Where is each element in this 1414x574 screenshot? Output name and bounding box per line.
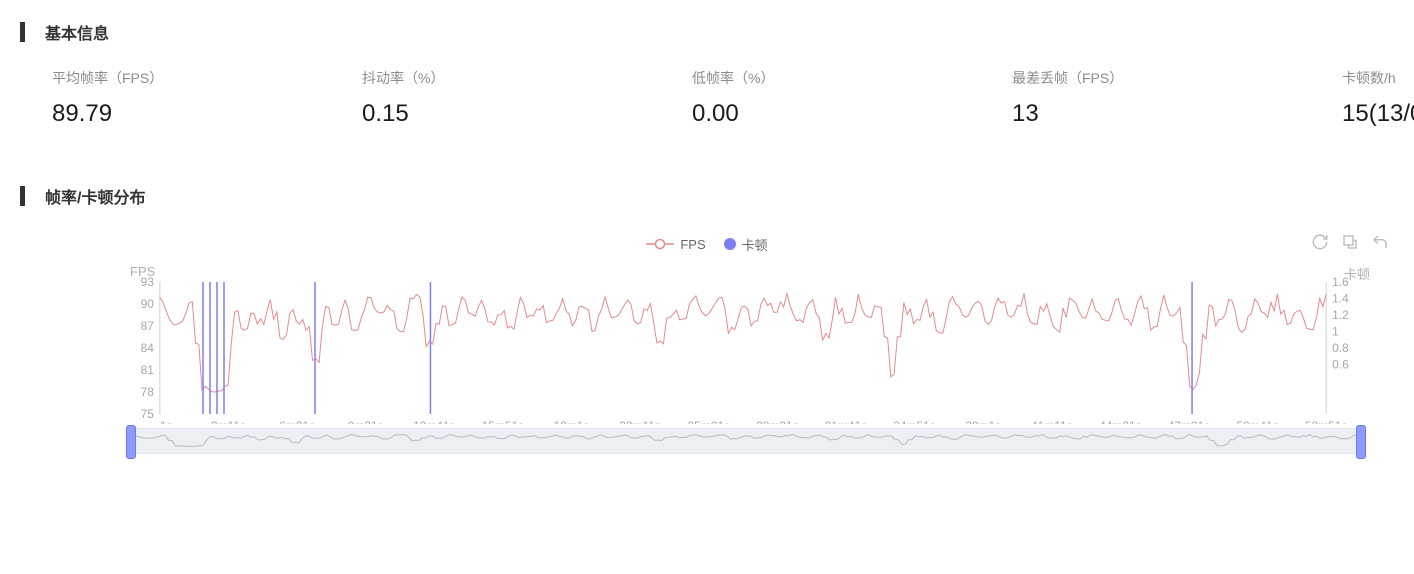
- legend-fps-marker-icon: [646, 238, 674, 250]
- svg-text:87: 87: [141, 319, 155, 333]
- stat-label: 低帧率（%）: [692, 68, 1002, 88]
- svg-text:84: 84: [141, 341, 155, 355]
- svg-text:34m51s: 34m51s: [893, 419, 935, 424]
- legend-stall-marker-icon: [724, 238, 736, 250]
- legend-stall-label: 卡顿: [742, 235, 768, 254]
- basic-info-title: 基本信息: [45, 20, 109, 44]
- section-bar-icon: [20, 186, 25, 206]
- brush-handle-left[interactable]: [127, 426, 135, 458]
- svg-text:81: 81: [141, 363, 155, 377]
- stat-stall-count: 卡顿数/h 15(13/0/0): [1342, 68, 1414, 128]
- stat-worst-drop: 最差丢帧（FPS） 13: [1012, 68, 1332, 128]
- stat-jitter-rate: 抖动率（%） 0.15: [362, 68, 682, 128]
- svg-text:1: 1: [1332, 324, 1339, 338]
- svg-text:47m31s: 47m31s: [1168, 419, 1210, 424]
- stats-row: 平均帧率（FPS） 89.79 抖动率（%） 0.15 低帧率（%） 0.00 …: [20, 68, 1394, 128]
- brush-handle-right[interactable]: [1357, 426, 1365, 458]
- svg-text:1.4: 1.4: [1332, 291, 1349, 305]
- svg-text:1s: 1s: [160, 419, 173, 424]
- svg-text:53m51s: 53m51s: [1305, 419, 1347, 424]
- svg-text:38m1s: 38m1s: [965, 419, 1001, 424]
- svg-text:1.2: 1.2: [1332, 308, 1349, 322]
- legend-stall[interactable]: 卡顿: [724, 235, 768, 254]
- stat-value: 13: [1012, 100, 1332, 128]
- reset-zoom-icon[interactable]: [1370, 232, 1390, 252]
- refresh-icon[interactable]: [1310, 232, 1330, 252]
- svg-text:0.8: 0.8: [1332, 341, 1349, 355]
- stat-label: 卡顿数/h: [1342, 68, 1414, 88]
- y-axis-right-label: 卡顿: [1344, 264, 1370, 283]
- stat-label: 最差丢帧（FPS）: [1012, 68, 1332, 88]
- svg-text:0.6: 0.6: [1332, 357, 1349, 371]
- chart-toolbar: [1310, 232, 1390, 252]
- svg-text:75: 75: [141, 407, 155, 421]
- stat-value: 15(13/0/0): [1342, 100, 1414, 128]
- chart-wrap: FPS 卡顿 757881848790930.60.811.21.41.61s3…: [20, 268, 1394, 454]
- chart-brush-track[interactable]: [130, 428, 1362, 454]
- svg-text:22m11s: 22m11s: [619, 419, 661, 424]
- svg-text:12m41s: 12m41s: [413, 419, 455, 424]
- chart-section-header: 帧率/卡顿分布: [20, 184, 1394, 208]
- stat-avg-fps: 平均帧率（FPS） 89.79: [52, 68, 352, 128]
- stat-value: 0.00: [692, 100, 1002, 128]
- stat-value: 0.15: [362, 100, 682, 128]
- chart-legend-row: FPS 卡顿: [20, 232, 1394, 256]
- svg-text:3m11s: 3m11s: [211, 419, 246, 424]
- basic-info-header: 基本信息: [20, 20, 1394, 44]
- svg-text:50m41s: 50m41s: [1236, 419, 1278, 424]
- svg-text:15m51s: 15m51s: [482, 419, 524, 424]
- stat-value: 89.79: [52, 100, 352, 128]
- svg-text:19m1s: 19m1s: [554, 419, 590, 424]
- legend-fps[interactable]: FPS: [646, 237, 705, 252]
- svg-text:28m31s: 28m31s: [756, 419, 798, 424]
- y-axis-left-label: FPS: [130, 264, 155, 279]
- stat-low-fps-rate: 低帧率（%） 0.00: [692, 68, 1002, 128]
- svg-text:31m41s: 31m41s: [825, 419, 867, 424]
- stat-label: 平均帧率（FPS）: [52, 68, 352, 88]
- svg-text:6m21s: 6m21s: [279, 419, 315, 424]
- section-bar-icon: [20, 22, 25, 42]
- chart-section-title: 帧率/卡顿分布: [45, 184, 145, 208]
- zoom-area-icon[interactable]: [1340, 232, 1360, 252]
- svg-text:9m31s: 9m31s: [348, 419, 384, 424]
- svg-text:41m11s: 41m11s: [1031, 419, 1073, 424]
- svg-text:90: 90: [141, 297, 155, 311]
- stat-label: 抖动率（%）: [362, 68, 682, 88]
- fps-chart[interactable]: 757881848790930.60.811.21.41.61s3m11s6m2…: [130, 268, 1362, 424]
- svg-text:78: 78: [141, 385, 155, 399]
- legend-fps-label: FPS: [680, 237, 705, 252]
- svg-text:25m21s: 25m21s: [687, 419, 729, 424]
- svg-text:44m21s: 44m21s: [1099, 419, 1141, 424]
- brush-mini-line: [131, 429, 1361, 453]
